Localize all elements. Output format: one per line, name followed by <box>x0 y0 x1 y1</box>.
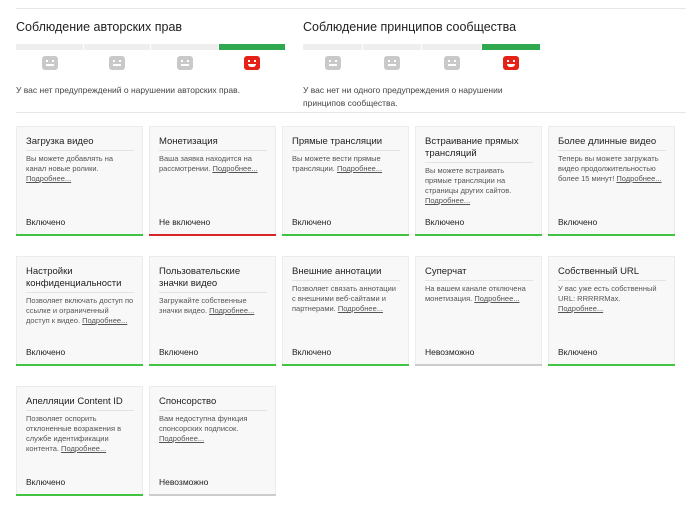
feature-description: Теперь вы можете загружать видео продолж… <box>558 154 662 183</box>
feature-card: Встраивание прямых трансляций Вы можете в… <box>415 126 542 236</box>
neutral-face-icon <box>443 56 460 70</box>
feature-description: Вам недоступна функция спонсорских подпи… <box>159 414 248 443</box>
more-link[interactable]: Подробнее... <box>425 196 471 205</box>
feature-title: Внешние аннотации <box>292 266 382 277</box>
community-title: Соблюдение принципов сообщества <box>303 20 517 34</box>
feature-title: Спонсорство <box>159 396 217 407</box>
feature-card: Собственный URL У вас уже есть собственны… <box>548 256 675 366</box>
feature-description: На вашем канале отключена монетизация. П… <box>425 284 526 303</box>
status-bar <box>548 364 675 366</box>
feature-status: Включено <box>425 217 465 227</box>
more-link[interactable]: Подробнее... <box>212 164 258 173</box>
section-divider <box>16 112 686 113</box>
feature-description: Позволяет включать доступ по ссылке и ог… <box>26 296 134 325</box>
status-bar <box>149 494 276 496</box>
copyright-meter <box>16 44 286 50</box>
neutral-face-icon <box>109 56 126 70</box>
feature-description: Вы можете добавлять на канал новые ролик… <box>26 154 114 183</box>
feature-status: Невозможно <box>159 477 209 487</box>
status-bar <box>16 494 143 496</box>
feature-description: Загружайте собственные значки видео. Под… <box>159 296 255 315</box>
more-link[interactable]: Подробнее... <box>82 316 128 325</box>
feature-card: Загрузка видео Вы можете добавлять на кан… <box>16 126 143 236</box>
feature-title: Суперчат <box>425 266 467 277</box>
status-bar <box>16 364 143 366</box>
feature-status: Невозможно <box>425 347 475 357</box>
happy-face-icon <box>503 56 520 70</box>
community-text: У вас нет ни одного предупреждения о нар… <box>303 85 503 108</box>
status-bar <box>282 234 409 236</box>
copyright-text: У вас нет предупреждений о нарушении авт… <box>16 85 240 95</box>
copyright-status: Соблюдение авторских прав У вас нет пред… <box>16 20 286 97</box>
feature-title: Монетизация <box>159 136 218 147</box>
feature-title: Встраивание прямых трансляций <box>425 136 519 159</box>
more-link[interactable]: Подробнее... <box>337 304 383 313</box>
feature-description: Позволяет связать аннотации с внешними в… <box>292 284 396 313</box>
community-status: Соблюдение принципов сообщества У вас не… <box>303 20 541 110</box>
sad-face-icon <box>41 56 58 70</box>
feature-status: Включено <box>159 347 199 357</box>
more-link[interactable]: Подробнее... <box>336 164 383 173</box>
feature-title: Пользовательские значки видео <box>159 266 241 289</box>
feature-status: Включено <box>26 347 66 357</box>
feature-card: Апелляции Content ID Позволяет оспорить о… <box>16 386 143 496</box>
neutral-face-icon <box>384 56 401 70</box>
feature-description: Вы можете вести прямые трансляции. Подро… <box>292 154 383 173</box>
feature-status: Не включено <box>159 217 211 227</box>
feature-card: Суперчат На вашем канале отключена монети… <box>415 256 542 366</box>
community-meter <box>303 44 541 50</box>
feature-title: Загрузка видео <box>26 136 94 147</box>
feature-description: Позволяет оспорить отклоненные возражени… <box>26 414 122 453</box>
more-link[interactable]: Подробнее... <box>61 444 107 453</box>
feature-title: Апелляции Content ID <box>26 396 123 407</box>
more-link[interactable]: Подробнее... <box>209 306 255 315</box>
feature-description: Ваша заявка находится на рассмотрении. П… <box>159 154 258 173</box>
feature-card: Более длинные видео Теперь вы можете загр… <box>548 126 675 236</box>
feature-card: Прямые трансляции Вы можете вести прямые … <box>282 126 409 236</box>
status-bar <box>149 364 276 366</box>
more-link[interactable]: Подробнее... <box>616 174 662 183</box>
feature-title: Собственный URL <box>558 266 640 277</box>
more-link[interactable]: Подробнее... <box>159 434 205 443</box>
more-link[interactable]: Подробнее... <box>474 294 520 303</box>
feature-title: Настройки конфиденциальности <box>26 266 122 289</box>
more-link[interactable]: Подробнее... <box>26 174 72 183</box>
feature-status: Включено <box>26 477 66 487</box>
neutral-face-icon <box>176 56 193 70</box>
feature-status: Включено <box>26 217 66 227</box>
happy-face-icon <box>244 56 261 70</box>
status-bar <box>282 364 409 366</box>
feature-card: Пользовательские значки видео Загружайте … <box>149 256 276 366</box>
feature-status: Включено <box>292 217 332 227</box>
feature-title: Более длинные видео <box>558 136 657 147</box>
feature-status: Включено <box>558 347 598 357</box>
status-bar <box>415 234 542 236</box>
copyright-title: Соблюдение авторских прав <box>16 20 183 34</box>
feature-card: Настройки конфиденциальности Позволяет вк… <box>16 256 143 366</box>
feature-status: Включено <box>558 217 598 227</box>
top-divider <box>16 8 686 9</box>
feature-title: Прямые трансляции <box>292 136 383 147</box>
feature-card: Монетизация Ваша заявка находится на расс… <box>149 126 276 236</box>
feature-card: Внешние аннотации Позволяет связать аннот… <box>282 256 409 366</box>
more-link[interactable]: Подробнее... <box>558 304 604 313</box>
feature-description: Вы можете встраивать прямые трансляции н… <box>425 166 512 205</box>
sad-face-icon <box>324 56 341 70</box>
status-bar <box>16 234 143 236</box>
status-bar <box>415 364 542 366</box>
feature-description: У вас уже есть собственный URL: RRRRRMax… <box>558 284 657 313</box>
feature-status: Включено <box>292 347 332 357</box>
status-bar <box>548 234 675 236</box>
status-bar <box>149 234 276 236</box>
feature-card: Спонсорство Вам недоступна функция спонсо… <box>149 386 276 496</box>
